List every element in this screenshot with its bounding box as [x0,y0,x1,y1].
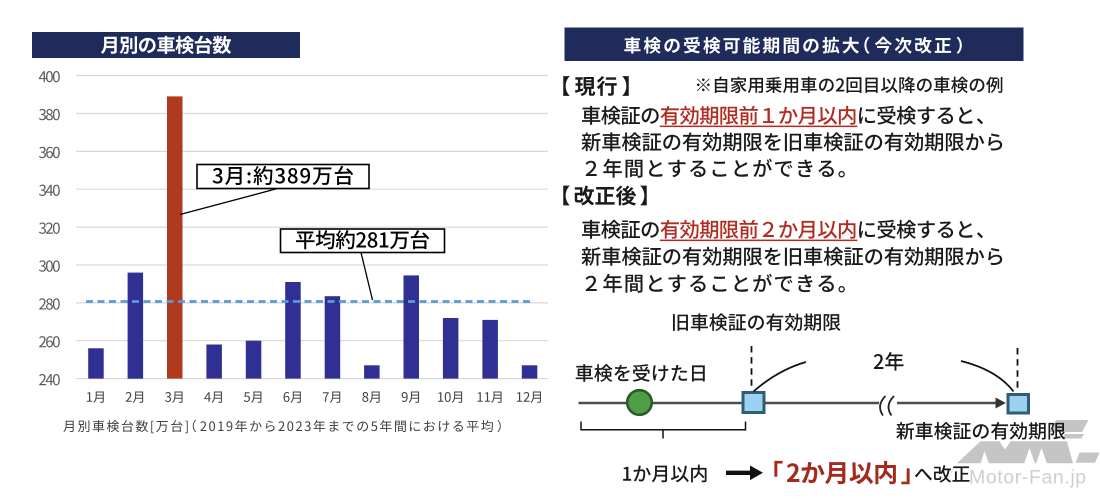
svg-text:Motor-Fan.jp: Motor-Fan.jp [969,467,1087,489]
